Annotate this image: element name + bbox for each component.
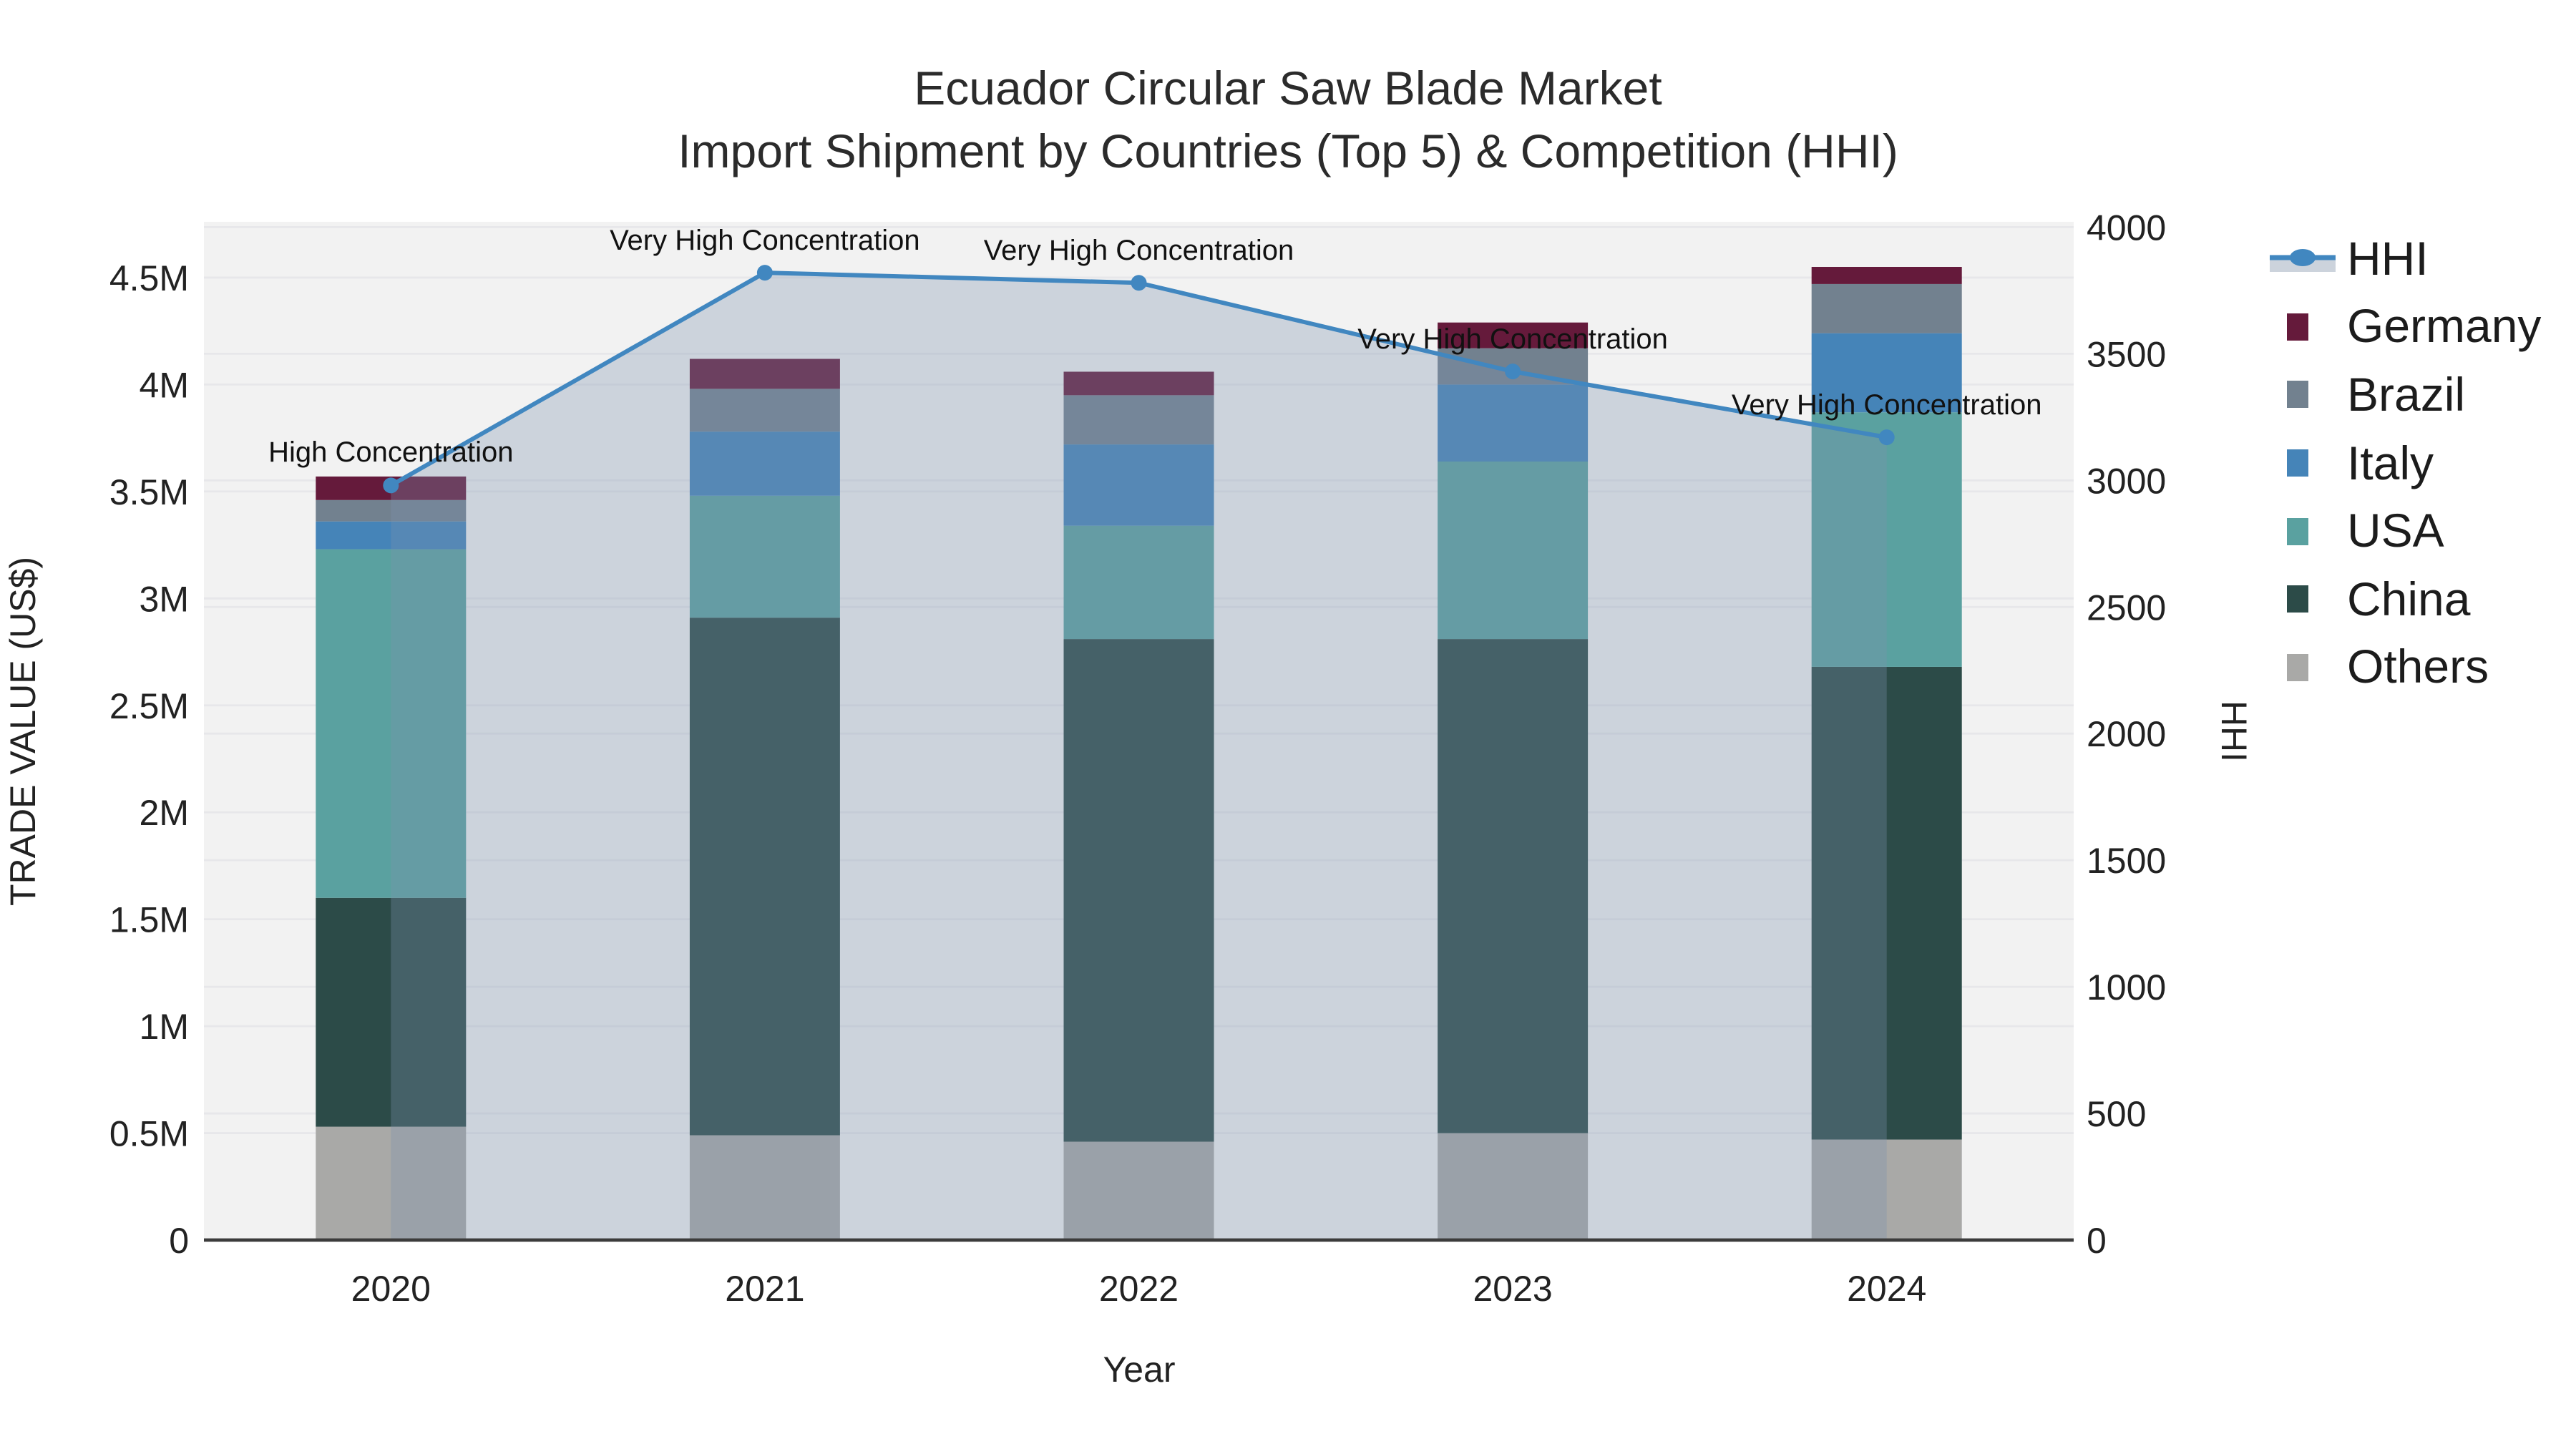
bar-segment-italy-2022	[1063, 444, 1214, 526]
annotation-2023: Very High Concentration	[1357, 323, 1668, 356]
right-axis-tick-0: 0	[2087, 1221, 2107, 1261]
annotation-2020: High Concentration	[268, 437, 514, 469]
bar-segment-usa-2024	[1811, 412, 1962, 667]
left-axis-tick-4.5M: 4.5M	[109, 258, 189, 298]
left-axis-tick-2M: 2M	[140, 793, 189, 833]
x-axis-tick-2021: 2021	[725, 1269, 804, 1309]
bar-segment-brazil-2024	[1811, 283, 1962, 333]
bar-segment-usa-2022	[1063, 525, 1214, 640]
legend-color-swatch-icon	[2270, 517, 2347, 545]
legend-label-others: Others	[2347, 640, 2489, 693]
legend-color-others	[2287, 653, 2308, 681]
legend-label-china: China	[2347, 572, 2471, 625]
legend-label-germany: Germany	[2347, 299, 2542, 353]
bar-segment-others-2023	[1438, 1133, 1589, 1240]
bar-segment-china-2021	[689, 618, 840, 1136]
right-axis-tick-500: 500	[2087, 1094, 2146, 1134]
right-axis-tick-4000: 4000	[2087, 208, 2166, 248]
legend-item-others[interactable]: Others	[2270, 633, 2541, 701]
legend-color-swatch-icon	[2270, 449, 2347, 477]
left-axis-tick-0: 0	[169, 1221, 189, 1261]
bar-segment-others-2024	[1811, 1139, 1962, 1240]
bar-segment-germany-2021	[689, 358, 840, 389]
bar-segment-others-2021	[689, 1135, 840, 1240]
right-axis-tick-2500: 2500	[2087, 587, 2166, 628]
bar-segment-italy-2023	[1438, 384, 1589, 462]
left-axis-tick-0.5M: 0.5M	[109, 1114, 189, 1154]
bar-segment-china-2024	[1811, 666, 1962, 1140]
bar-segment-germany-2022	[1063, 371, 1214, 396]
right-axis-tick-1000: 1000	[2087, 967, 2166, 1008]
legend-label-italy: Italy	[2347, 436, 2434, 489]
legend-color-swatch-icon	[2270, 653, 2347, 681]
legend-color-germany	[2287, 313, 2308, 341]
bar-segment-china-2022	[1063, 639, 1214, 1142]
legend-color-italy	[2287, 449, 2308, 477]
legend: HHI Germany Brazil Italy USA China Others	[2270, 225, 2541, 701]
bar-segment-usa-2020	[316, 549, 467, 898]
legend-color-china	[2287, 585, 2308, 613]
bar-segment-germany-2023	[1438, 322, 1589, 348]
bar-segment-others-2020	[316, 1126, 467, 1240]
hhi-area-fill	[391, 273, 1887, 1240]
hhi-legend-sample	[2270, 248, 2336, 272]
x-axis-tick-2022: 2022	[1099, 1269, 1179, 1309]
bar-segment-brazil-2022	[1063, 395, 1214, 445]
hhi-marker-2022	[1131, 275, 1147, 291]
legend-item-italy[interactable]: Italy	[2270, 429, 2541, 497]
legend-item-hhi[interactable]: HHI	[2270, 225, 2541, 293]
x-axis-tick-2023: 2023	[1473, 1269, 1552, 1309]
annotation-2021: Very High Concentration	[610, 225, 920, 257]
legend-color-swatch-icon	[2270, 585, 2347, 613]
annotation-2024: Very High Concentration	[1731, 389, 2042, 421]
bar-segment-italy-2024	[1811, 333, 1962, 413]
hhi-marker-2021	[756, 265, 773, 281]
right-axis-tick-3500: 3500	[2087, 334, 2166, 374]
hhi-marker-2023	[1505, 364, 1521, 380]
bar-segment-italy-2021	[689, 431, 840, 496]
x-axis-tick-2020: 2020	[351, 1269, 431, 1309]
legend-color-swatch-icon	[2270, 381, 2347, 409]
bar-segment-china-2023	[1438, 639, 1589, 1133]
left-axis-tick-1.5M: 1.5M	[109, 900, 189, 940]
bar-segment-others-2022	[1063, 1141, 1214, 1240]
legend-label-brazil: Brazil	[2347, 367, 2466, 421]
legend-color-usa	[2287, 517, 2308, 545]
legend-item-germany[interactable]: Germany	[2270, 293, 2541, 361]
legend-item-usa[interactable]: USA	[2270, 497, 2541, 565]
legend-label-hhi: HHI	[2347, 231, 2429, 285]
left-axis-tick-4M: 4M	[140, 365, 189, 405]
annotation-2022: Very High Concentration	[983, 235, 1294, 267]
legend-item-china[interactable]: China	[2270, 565, 2541, 633]
hhi-marker-2020	[383, 477, 399, 494]
left-axis-title: TRADE VALUE (US$)	[4, 556, 44, 907]
bar-segment-brazil-2021	[689, 389, 840, 432]
hhi-marker-2024	[1878, 429, 1895, 446]
legend-color-brazil	[2287, 381, 2308, 409]
legend-item-brazil[interactable]: Brazil	[2270, 361, 2541, 429]
left-axis-tick-1M: 1M	[140, 1007, 189, 1047]
right-axis-title: HHI	[2213, 700, 2253, 763]
right-axis-tick-2000: 2000	[2087, 714, 2166, 754]
x-axis-tick-2024: 2024	[1847, 1269, 1926, 1309]
right-axis-tick-3000: 3000	[2087, 461, 2166, 501]
bar-segment-italy-2020	[316, 521, 467, 550]
bar-segment-germany-2024	[1811, 267, 1962, 284]
bar-segment-brazil-2020	[316, 499, 467, 522]
hhi-line-swatch-icon	[2270, 242, 2347, 276]
chart-title-line2: Import Shipment by Countries (Top 5) & C…	[678, 125, 1898, 177]
bar-segment-usa-2023	[1438, 462, 1589, 640]
left-axis-tick-3M: 3M	[140, 579, 189, 619]
bar-segment-usa-2021	[689, 495, 840, 618]
left-axis-tick-2.5M: 2.5M	[109, 686, 189, 726]
chart-title-line1: Ecuador Circular Saw Blade Market	[914, 62, 1662, 114]
right-axis-tick-1500: 1500	[2087, 841, 2166, 881]
left-axis-tick-3.5M: 3.5M	[109, 472, 189, 512]
x-axis-title: Year	[1103, 1350, 1176, 1390]
legend-color-swatch-icon	[2270, 313, 2347, 341]
bar-segment-china-2020	[316, 897, 467, 1127]
legend-label-usa: USA	[2347, 504, 2444, 557]
